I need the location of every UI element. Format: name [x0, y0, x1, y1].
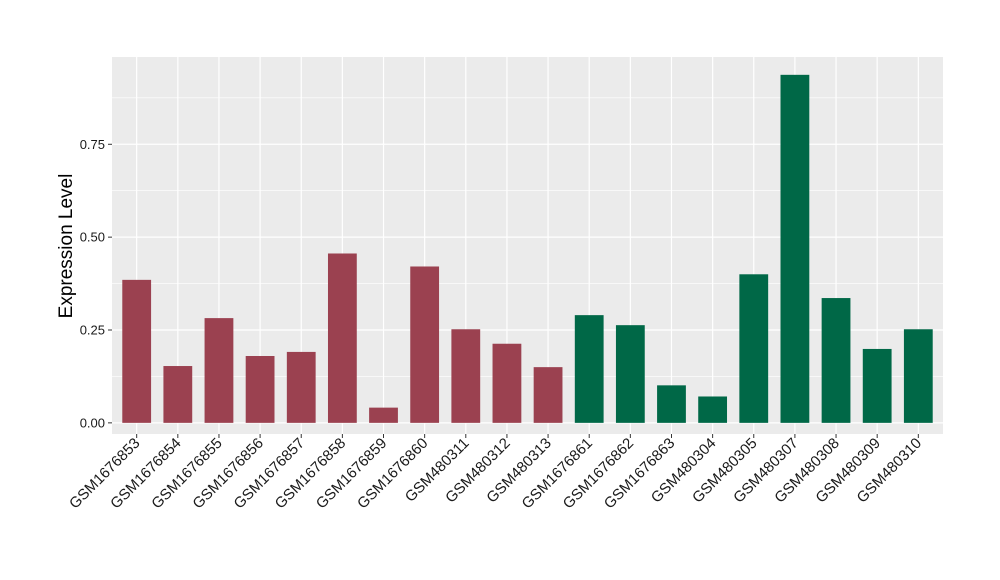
bar	[286, 351, 316, 423]
y-tick-label: 0.50	[80, 230, 105, 245]
bar	[533, 367, 563, 423]
bar	[410, 266, 440, 423]
bar	[369, 407, 398, 423]
bar	[492, 343, 522, 423]
bars	[122, 74, 933, 423]
bar	[698, 396, 728, 423]
y-axis: 0.00 0.25 0.50 0.75	[80, 137, 112, 430]
bar	[204, 318, 234, 423]
bar	[862, 348, 892, 423]
bar	[327, 253, 357, 423]
x-axis: GSM1676853GSM1676854GSM1676855GSM1676856…	[66, 434, 925, 512]
bar	[739, 274, 769, 423]
bar	[451, 329, 481, 423]
y-axis-title: Expression Level	[56, 174, 77, 319]
y-tick-label: 0.75	[80, 137, 105, 152]
bar	[903, 329, 933, 423]
bar	[657, 385, 686, 423]
bar	[245, 356, 275, 423]
bar	[615, 325, 645, 423]
bar	[821, 298, 851, 423]
bar	[163, 366, 193, 423]
bar	[780, 74, 810, 423]
y-tick-label: 0.00	[80, 415, 105, 430]
bar	[122, 279, 152, 423]
plot-panel	[112, 57, 943, 434]
x-tick-label: GSM1676853	[66, 435, 143, 512]
y-tick-label: 0.25	[80, 323, 105, 338]
bar	[574, 315, 604, 423]
